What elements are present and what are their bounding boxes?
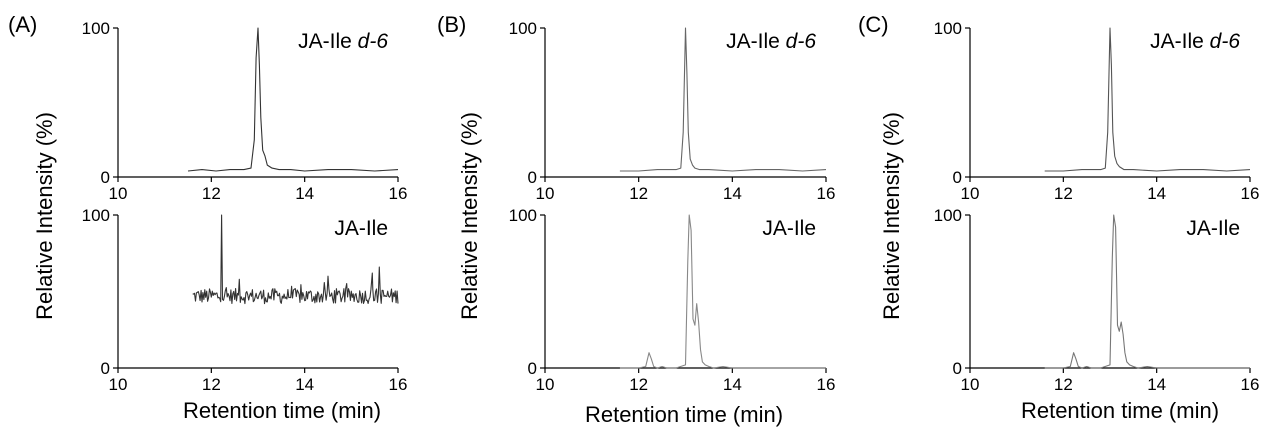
panel-c-top-trace [1044, 27, 1251, 172]
panel-a-bottom-ytick-label: 100 [82, 206, 110, 225]
panel-a-bottom-xtick-label: 12 [202, 375, 221, 394]
panel-c-bottom-xtick-label: 10 [961, 375, 980, 394]
panel-a-top-xtick-label: 16 [389, 184, 408, 203]
panel-a-bottom-trace [192, 214, 399, 305]
panel-b-ylabel: Relative Intensity (%) [457, 112, 482, 320]
panel-a-letter: (A) [8, 12, 37, 37]
panel-b-top-xtick-label: 14 [723, 184, 742, 203]
panel-b-xlabel: Retention time (min) [585, 402, 783, 427]
panel-b-bottom-ytick-label: 100 [509, 206, 537, 225]
panel-a-top-title: JA-Ile d-6 [298, 30, 388, 53]
panel-a-bottom-title: JA-Ile [334, 217, 388, 240]
panel-a-top-xtick-label: 10 [109, 184, 128, 203]
panel-a-top-title-italic: d-6 [358, 30, 389, 53]
panel-c-top-title-main: JA-Ile [1150, 30, 1210, 53]
panel-b-top-title: JA-Ile d-6 [726, 30, 816, 53]
panel-a-top-title-main: JA-Ile [298, 30, 358, 53]
panel-c-bottom-chart: 0 100 10 12 14 16 JA-Ile [934, 206, 1260, 394]
panel-a-bottom-xtick-label: 14 [295, 375, 314, 394]
panel-a-bottom-title-main: JA-Ile [334, 217, 388, 240]
panel-b-top-ytick-label: 100 [509, 19, 537, 38]
panel-c-ylabel: Relative Intensity (%) [879, 112, 904, 320]
panel-c-bottom-title-main: JA-Ile [1186, 217, 1240, 240]
panel-b-bottom-xtick-label: 16 [817, 375, 836, 394]
panel-c-bottom-xtick-label: 14 [1147, 375, 1166, 394]
panel-b-bottom-xtick-label: 10 [536, 375, 555, 394]
panel-c-top-chart: 0 100 10 12 14 16 JA-Ile d-6 [934, 19, 1260, 203]
panel-b-top-title-italic: d-6 [786, 30, 817, 53]
panel-c-top-ytick-label: 100 [934, 19, 962, 38]
panel-b-bottom-xtick-label: 14 [723, 375, 742, 394]
panel-b-bottom-xtick-label: 12 [629, 375, 648, 394]
panel-b-bottom-ytick-label: 0 [528, 359, 537, 378]
panel-a-top-xtick-label: 12 [202, 184, 221, 203]
panel-b-top-xtick-label: 16 [817, 184, 836, 203]
panel-a-xlabel: Retention time (min) [183, 398, 381, 423]
panel-c-bottom-ytick-label: 0 [953, 359, 962, 378]
panel-b-top-trace [619, 27, 827, 172]
panel-c-top-xtick-label: 14 [1147, 184, 1166, 203]
panel-c-xlabel: Retention time (min) [1021, 398, 1219, 423]
panel-b-letter: (B) [437, 12, 466, 37]
panel-b-bottom-title-main: JA-Ile [762, 217, 816, 240]
panel-a-top-chart: 0 100 10 12 14 16 JA-Ile d-6 [82, 19, 408, 203]
panel-b-bottom-trace [619, 214, 826, 369]
panel-c-top-xtick-label: 10 [961, 184, 980, 203]
panel-a-bottom-xtick-label: 16 [389, 375, 408, 394]
panel-b-bottom-chart: 0 100 10 12 14 16 JA-Ile [509, 206, 836, 394]
panel-b-top-title-main: JA-Ile [726, 30, 786, 53]
panel-c-bottom-xtick-label: 12 [1054, 375, 1073, 394]
panel-b-top-ytick-label: 0 [528, 168, 537, 187]
panel-c-top-title: JA-Ile d-6 [1150, 30, 1240, 53]
panel-a-bottom-ytick-label: 0 [101, 359, 110, 378]
panel-c-top-ytick-label: 0 [953, 168, 962, 187]
panel-c-top-title-italic: d-6 [1210, 30, 1241, 53]
panel-c-top-xtick-label: 16 [1241, 184, 1260, 203]
panel-c-bottom-title: JA-Ile [1186, 217, 1240, 240]
panel-a-top-ytick-label: 100 [82, 19, 110, 38]
panel-b-top-xtick-label: 12 [629, 184, 648, 203]
panel-a-bottom-xtick-label: 10 [109, 375, 128, 394]
panel-c-bottom-trace [1044, 214, 1250, 369]
panel-c-bottom-ytick-label: 100 [934, 206, 962, 225]
panel-b-top-chart: 0 100 10 12 14 16 JA-Ile d-6 [509, 19, 836, 203]
panel-a-top-xtick-label: 14 [295, 184, 314, 203]
panel-a-top-ytick-label: 0 [101, 168, 110, 187]
panel-a-bottom-chart: 0 100 10 12 14 16 JA-Ile [82, 206, 408, 394]
panel-c-bottom-xtick-label: 16 [1241, 375, 1260, 394]
panel-b-top-xtick-label: 10 [536, 184, 555, 203]
panel-b-bottom-title: JA-Ile [762, 217, 816, 240]
panel-c-top-xtick-label: 12 [1054, 184, 1073, 203]
panel-a-top-trace [187, 27, 399, 172]
panel-c-letter: (C) [858, 12, 889, 37]
panel-a-ylabel: Relative Intensity (%) [32, 112, 57, 320]
